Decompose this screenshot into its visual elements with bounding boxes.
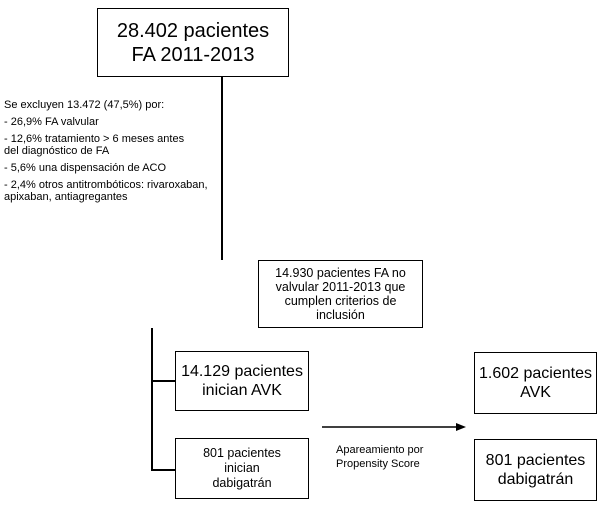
exclusion-item: - 26,9% FA valvular bbox=[4, 116, 99, 128]
dabi-start-line3: dabigatrán bbox=[212, 476, 272, 490]
avk-start-line1: 14.129 pacientes bbox=[181, 363, 303, 380]
included-line1: 14.930 pacientes FA no bbox=[275, 266, 406, 280]
dabi-start-line1: 801 pacientes bbox=[203, 446, 281, 460]
dabigatran-matched-box: 801 pacientes dabigatrán bbox=[474, 439, 597, 501]
matching-label-line1: Apareamiento por bbox=[336, 444, 424, 456]
exclusion-item: - 2,4% otros antitrombóticos: rivaroxaba… bbox=[4, 179, 208, 203]
matching-arrowhead bbox=[456, 423, 466, 431]
total-patients-line2: FA 2011-2013 bbox=[131, 43, 255, 66]
avk-matched-box: 1.602 pacientes AVK bbox=[474, 352, 597, 414]
avk-start-box: 14.129 pacientes inician AVK bbox=[175, 351, 309, 411]
included-line4: inclusión bbox=[316, 308, 365, 322]
avk-start-line2: inician AVK bbox=[202, 382, 282, 399]
total-patients-line1: 28.402 pacientes bbox=[116, 19, 270, 42]
avk-matched-line1: 1.602 pacientes bbox=[479, 365, 592, 382]
included-patients-box: 14.930 pacientes FA no valvular 2011-201… bbox=[258, 260, 423, 328]
included-line3: cumplen criterios de bbox=[284, 294, 397, 308]
dabi-matched-line2: dabigatrán bbox=[497, 471, 574, 488]
dabi-start-line2: inician bbox=[224, 461, 260, 475]
matching-label: Apareamiento por Propensity Score bbox=[336, 443, 423, 471]
included-line2: valvular 2011-2013 que bbox=[275, 280, 406, 294]
dabigatran-start-box: 801 pacientes inician dabigatrán bbox=[175, 438, 309, 499]
matching-label-line2: Propensity Score bbox=[336, 458, 420, 470]
exclusion-criteria: Se excluyen 13.472 (47,5%) por: - 26,9% … bbox=[4, 99, 244, 208]
exclusion-header: Se excluyen 13.472 (47,5%) por: bbox=[4, 99, 165, 111]
dabi-matched-line1: 801 pacientes bbox=[485, 452, 586, 469]
total-patients-box: 28.402 pacientes FA 2011-2013 bbox=[97, 8, 289, 77]
exclusion-item: - 12,6% tratamiento > 6 meses antes del … bbox=[4, 133, 185, 157]
avk-matched-line2: AVK bbox=[520, 384, 551, 401]
exclusion-item: - 5,6% una dispensación de ACO bbox=[4, 162, 167, 174]
